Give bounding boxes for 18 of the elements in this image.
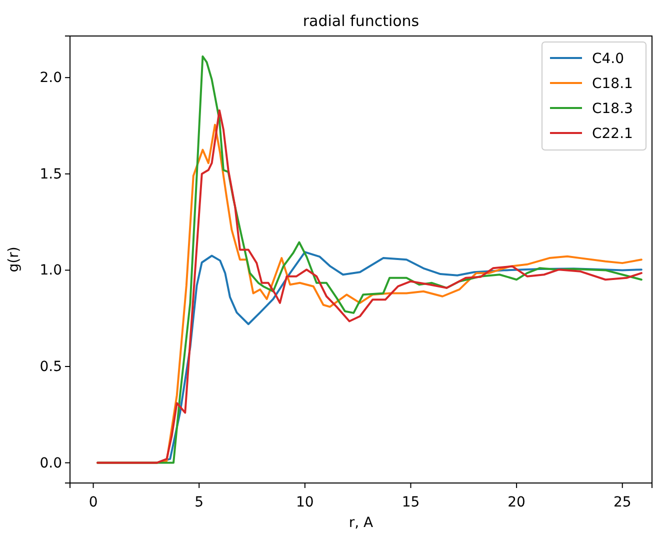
y-tick-label: 1.0 (40, 262, 62, 279)
x-tick-label: 25 (613, 494, 632, 510)
x-tick-label: 20 (508, 494, 526, 510)
x-tick-label: 0 (88, 494, 98, 510)
legend-label: C4.0 (592, 51, 624, 67)
x-tick-label: 10 (296, 494, 314, 510)
y-axis-title: g(r) (6, 246, 22, 272)
y-tick-label: 1.5 (40, 166, 62, 182)
legend-label: C18.1 (592, 76, 633, 92)
legend-label: C18.3 (592, 101, 633, 117)
legend-label: C22.1 (592, 126, 633, 142)
chart-title: radial functions (302, 12, 420, 30)
y-tick-label: 2.0 (40, 70, 62, 86)
y-tick-label: 0.5 (40, 358, 62, 375)
x-axis-title: r, A (348, 515, 374, 531)
x-tick-label: 5 (194, 494, 204, 510)
y-tick-label: 0.0 (40, 455, 62, 472)
x-tick-label: 15 (402, 494, 420, 510)
